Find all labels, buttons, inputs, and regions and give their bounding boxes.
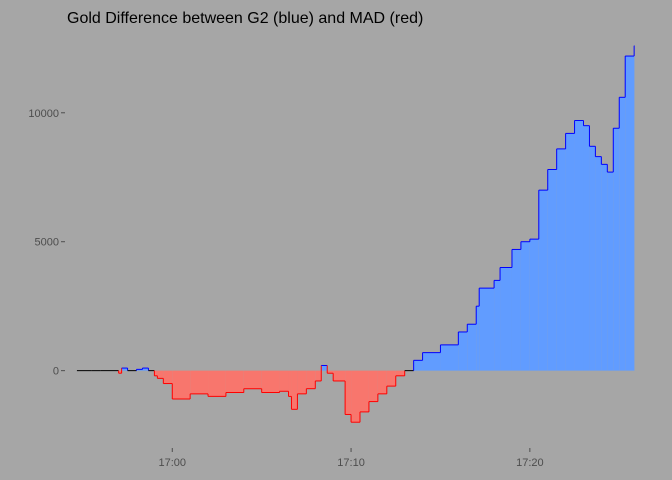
area-step-18 (288, 370, 292, 397)
area-step-29 (368, 370, 378, 402)
area-step-25 (333, 370, 346, 381)
area-step-41 (494, 280, 501, 371)
area-step-16 (261, 370, 280, 393)
area-step-51 (583, 125, 590, 371)
area-step-31 (386, 370, 396, 387)
area-step-45 (529, 239, 539, 371)
area-step-34 (413, 360, 423, 371)
area-step-22 (315, 370, 322, 381)
area-step-14 (225, 370, 244, 393)
y-tick-label-0: 0 (53, 366, 59, 378)
x-tick-label-0: 17:00 (159, 457, 187, 469)
area-step-9 (157, 370, 164, 379)
area-step-8 (154, 370, 158, 376)
chart-title: Gold Difference between G2 (blue) and MA… (67, 10, 423, 27)
area-step-32 (395, 370, 405, 376)
area-step-58 (625, 56, 635, 371)
area-step-49 (565, 133, 575, 371)
area-step-10 (163, 370, 173, 384)
area-step-19 (291, 370, 298, 410)
area-step-39 (476, 306, 480, 371)
area-step-52 (589, 146, 596, 371)
area-step-36 (440, 344, 459, 371)
area-step-23 (321, 365, 328, 371)
area-step-57 (619, 97, 626, 371)
area-step-43 (511, 249, 521, 371)
area-step-47 (547, 169, 557, 371)
area-step-27 (351, 370, 360, 423)
area-step-56 (613, 128, 620, 371)
area-step-3 (121, 368, 128, 371)
area-step-12 (190, 370, 209, 394)
area-step-50 (574, 120, 584, 371)
x-tick-label-2: 17:20 (516, 457, 544, 469)
area-step-44 (520, 241, 530, 371)
area-step-24 (327, 370, 334, 374)
y-tick-label-2: 10000 (28, 108, 59, 120)
area-step-48 (556, 148, 566, 371)
y-tick-label-1: 5000 (35, 237, 59, 249)
area-step-40 (479, 288, 495, 371)
area-step-11 (172, 370, 191, 400)
area-step-30 (377, 370, 387, 394)
area-step-42 (500, 267, 512, 371)
area-step-37 (458, 331, 468, 371)
area-step-6 (142, 368, 149, 371)
area-step-21 (306, 370, 316, 389)
area-step-20 (297, 370, 307, 394)
area-step-54 (601, 164, 608, 371)
area-step-38 (467, 324, 477, 371)
area-step-17 (279, 370, 289, 392)
area-step-53 (595, 156, 602, 371)
area-step-26 (345, 370, 352, 415)
area-step-13 (208, 370, 226, 397)
x-tick-label-1: 17:10 (337, 457, 365, 469)
area-step-55 (607, 172, 614, 371)
area-step-35 (422, 352, 441, 371)
axes: 0 5000 10000 17:00 17:10 17:20 (28, 108, 543, 469)
area-step-46 (538, 190, 548, 371)
area-step-28 (360, 370, 369, 412)
area-step-2 (118, 370, 122, 374)
plot-area (76, 45, 635, 423)
area-step-15 (243, 370, 262, 389)
